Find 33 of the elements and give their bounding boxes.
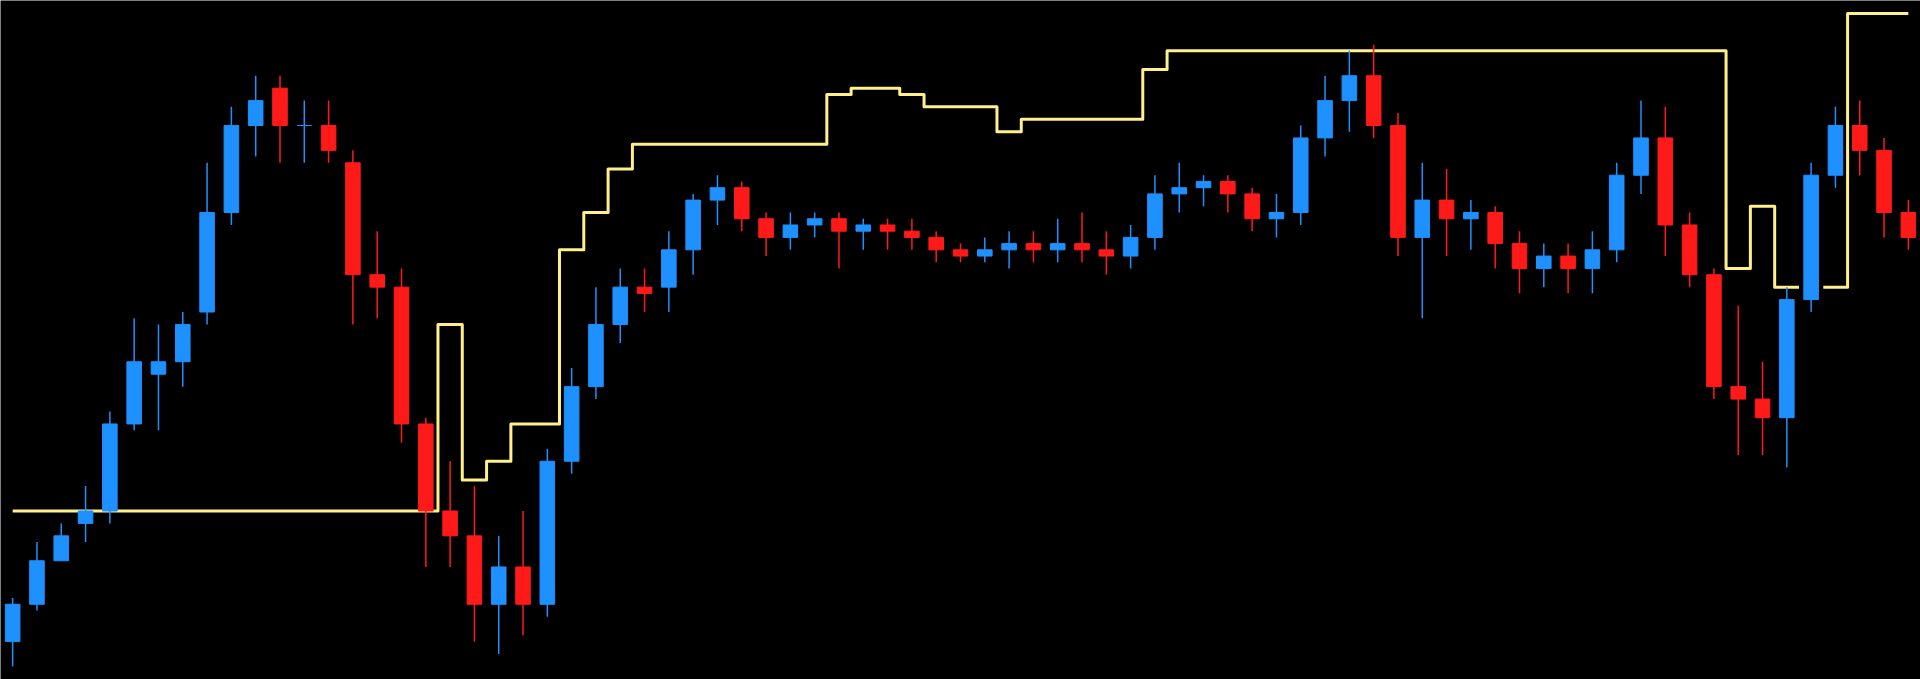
candlestick (1438, 168, 1455, 257)
candlestick (1025, 230, 1042, 264)
candlestick (1560, 242, 1576, 295)
candlestick (1171, 162, 1188, 214)
candlestick (1001, 230, 1017, 270)
candlestick (1049, 218, 1066, 264)
candlestick (1074, 211, 1090, 264)
candlestick (296, 99, 313, 164)
candlestick (1584, 230, 1601, 295)
candlestick (977, 236, 993, 264)
candlestick (369, 230, 385, 319)
candlestick (709, 174, 726, 226)
candlestick (758, 211, 774, 257)
candlestick (806, 211, 823, 239)
candlestick (1754, 361, 1771, 456)
candlestick (904, 218, 920, 251)
candlestick (879, 218, 896, 251)
candlestick (1730, 305, 1747, 456)
candlestick (831, 211, 847, 270)
candlestick (1122, 224, 1139, 270)
candlestick (928, 230, 944, 264)
candlestick (150, 323, 167, 431)
candlestick (1195, 174, 1212, 208)
candlestick (1268, 193, 1285, 239)
candlestick (77, 485, 94, 543)
candlestick (636, 267, 653, 313)
candlestick (855, 218, 872, 251)
candlestick (952, 242, 969, 264)
candlestick (1536, 242, 1552, 288)
candlestick (1463, 199, 1479, 251)
candlestick (782, 211, 799, 251)
candlestick (1098, 230, 1115, 276)
candlestick (1220, 174, 1236, 214)
